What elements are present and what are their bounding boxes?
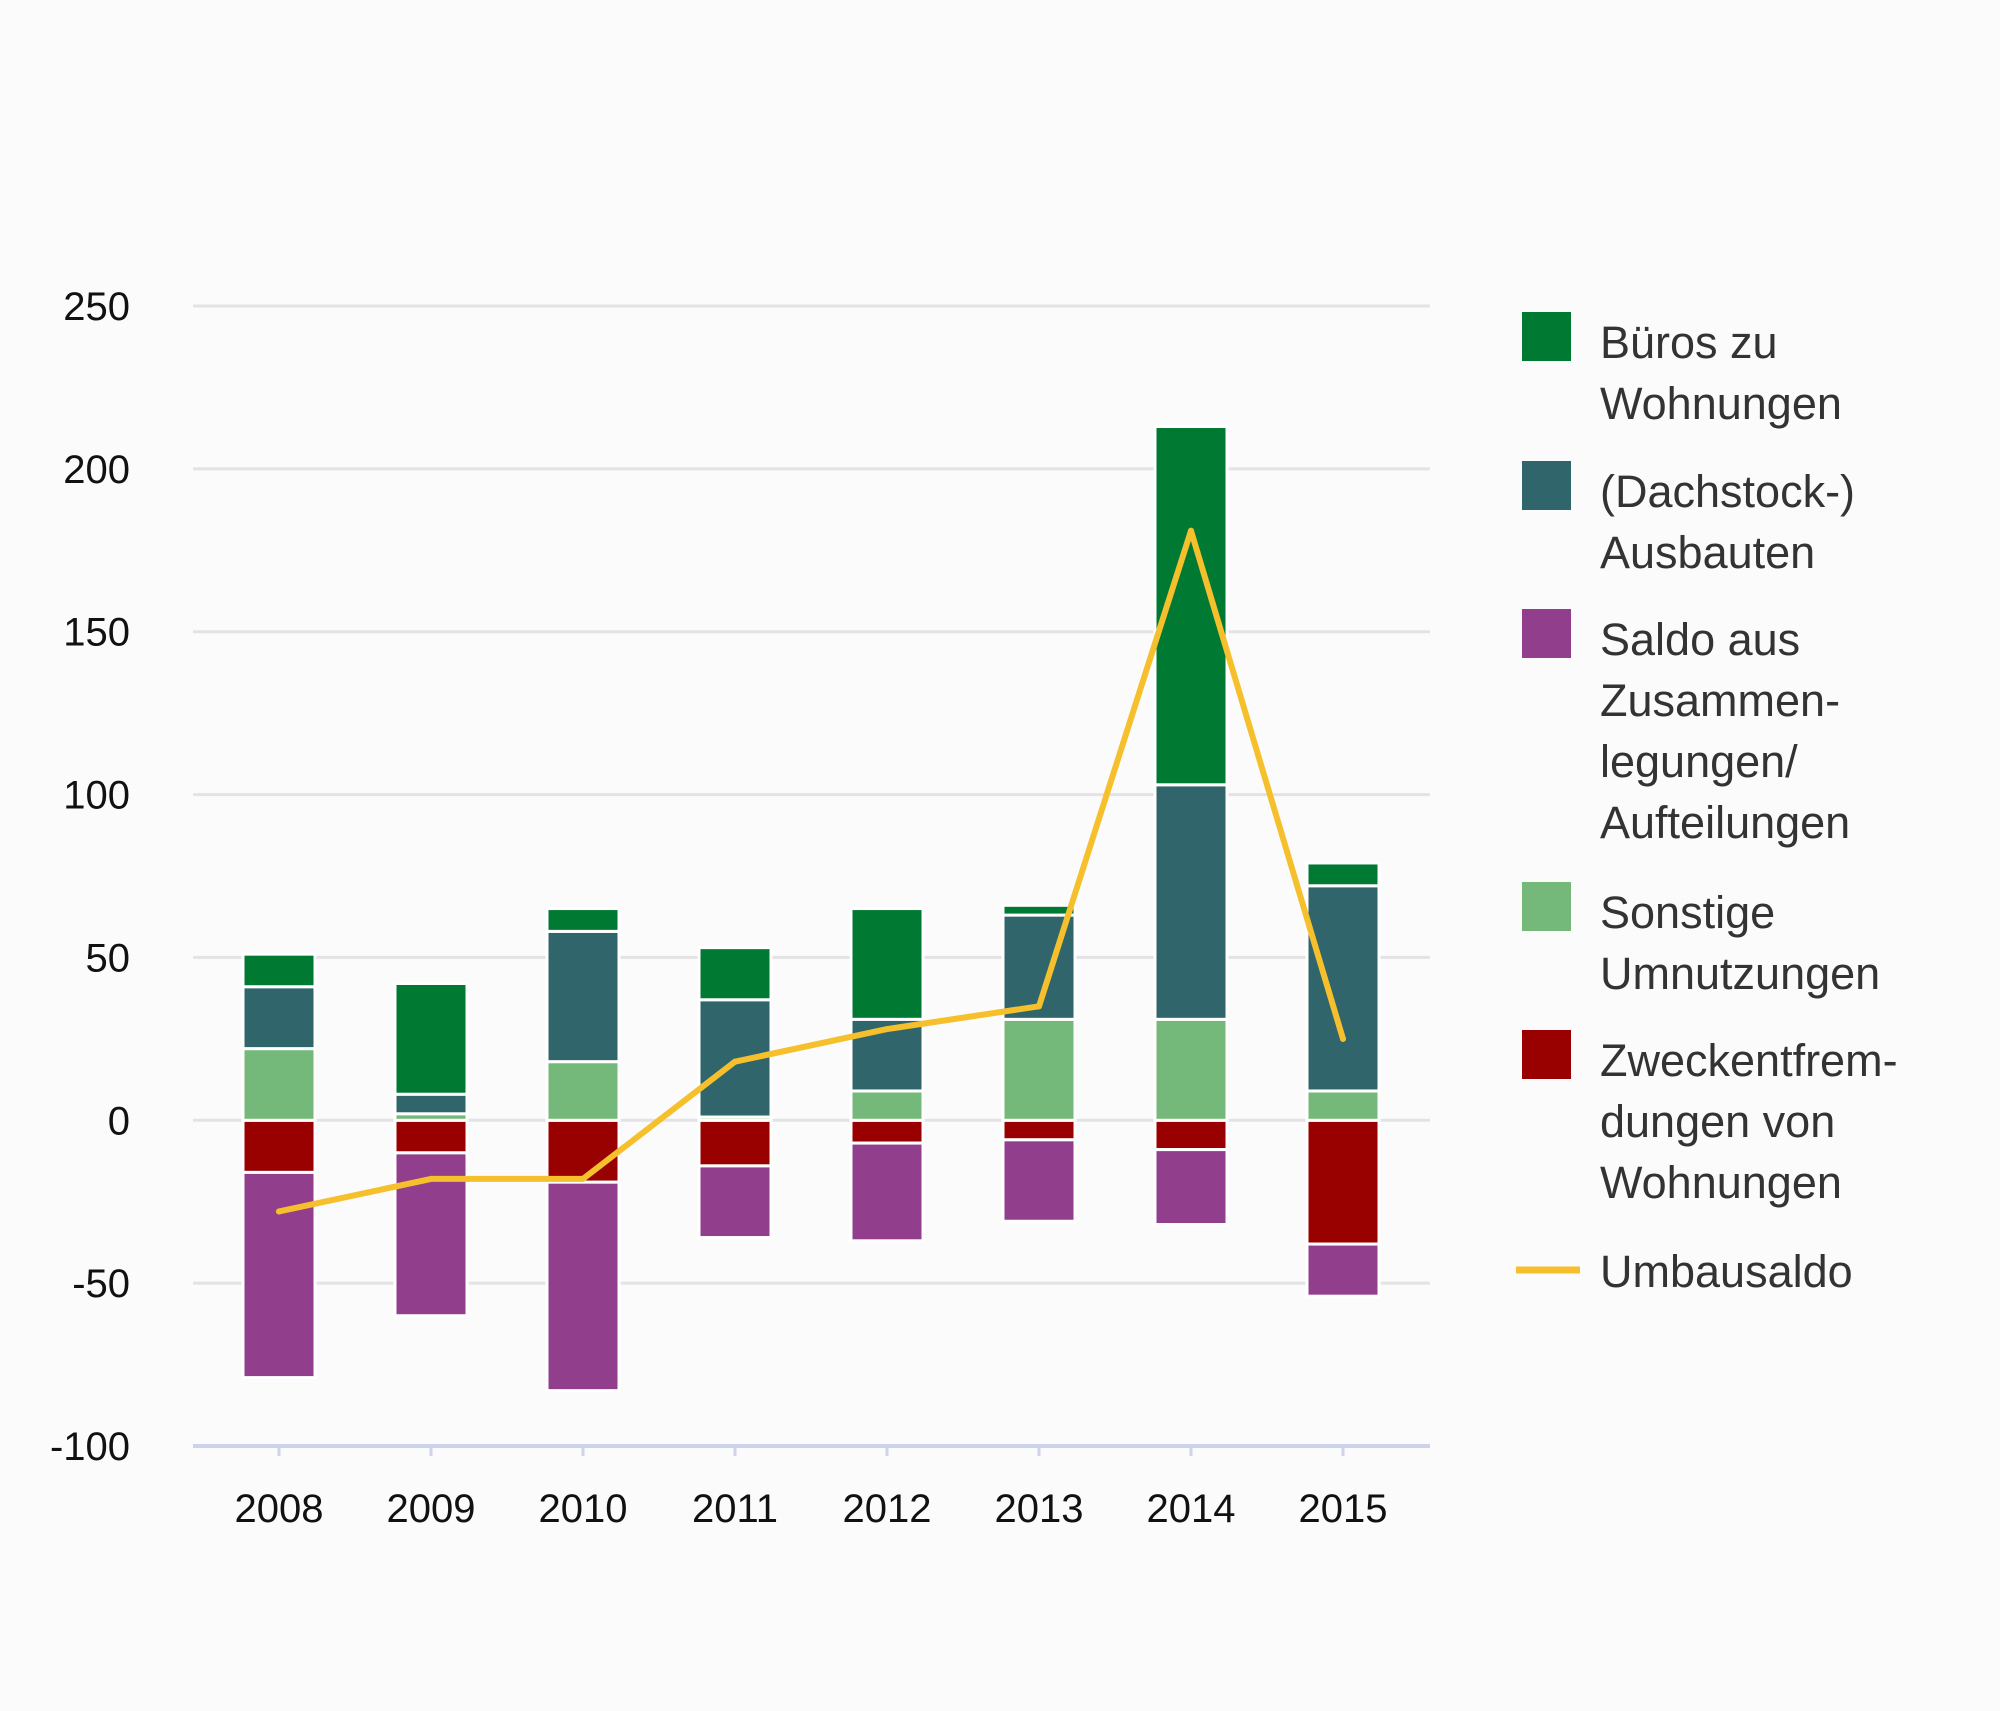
- legend-label: Büros zu: [1600, 317, 1778, 368]
- line-point: [1340, 1035, 1346, 1042]
- bar-segment: [1305, 1118, 1381, 1246]
- x-tick-label: 2014: [1147, 1487, 1236, 1531]
- bar-segment: [1001, 1017, 1077, 1122]
- line-point: [732, 1058, 738, 1065]
- bar-segment: [241, 1118, 317, 1174]
- y-tick-label: 200: [63, 448, 130, 492]
- legend: Büros zu Wohnungen (Dachstock-) Ausbauten Sa…: [1516, 312, 1898, 1297]
- grid: [193, 304, 1430, 1448]
- bar-segment: [545, 1180, 621, 1393]
- x-tick-label: 2015: [1299, 1487, 1388, 1531]
- legend-swatch: [1522, 461, 1571, 510]
- bar-segment: [1305, 1242, 1381, 1298]
- legend-label: Wohnungen: [1600, 378, 1842, 429]
- y-tick-label: 100: [63, 774, 130, 818]
- legend-swatch: [1522, 312, 1571, 361]
- bar-segment: [697, 946, 773, 1002]
- bar-segment: [1305, 884, 1381, 1093]
- y-tick-label: 150: [63, 611, 130, 655]
- bar-segment: [1001, 903, 1077, 917]
- x-tick-label: 2012: [843, 1487, 932, 1531]
- legend-swatch: [1522, 1030, 1571, 1079]
- legend-item-bueros: Büros zu Wohnungen: [1522, 312, 1842, 429]
- bar-segment: [1153, 1017, 1229, 1122]
- line-point: [1036, 1003, 1042, 1010]
- line-point: [580, 1175, 586, 1182]
- x-tick-label: 2013: [995, 1487, 1084, 1531]
- bars: [241, 425, 1381, 1393]
- bar-segment: [1001, 1118, 1077, 1142]
- legend-label: Zweckentfrem-: [1600, 1035, 1898, 1086]
- bar-segment: [545, 929, 621, 1064]
- bar-segment: [1153, 783, 1229, 1021]
- x-tick-label: 2008: [235, 1487, 324, 1531]
- legend-label: Umnutzungen: [1600, 948, 1880, 999]
- legend-label: (Dachstock-): [1600, 466, 1855, 517]
- y-tick-label: -50: [72, 1262, 130, 1306]
- y-tick-label: 50: [86, 936, 131, 980]
- bar-segment: [1001, 1138, 1077, 1223]
- bar-segment: [241, 985, 317, 1051]
- bar-segment: [1305, 861, 1381, 888]
- legend-label: dungen von: [1600, 1096, 1835, 1147]
- line-point: [276, 1208, 282, 1215]
- y-tick-label: -100: [50, 1425, 130, 1469]
- umbausaldo-line: [276, 527, 1346, 1215]
- legend-label: Umbausaldo: [1600, 1246, 1853, 1297]
- legend-item-umbausaldo: Umbausaldo: [1516, 1246, 1853, 1297]
- line-point: [1188, 527, 1194, 534]
- y-tick-label: 0: [108, 1099, 130, 1143]
- bar-segment: [849, 1118, 925, 1145]
- bar-segment: [545, 1060, 621, 1122]
- bar-segment: [849, 1141, 925, 1243]
- bar-segment: [849, 1089, 925, 1122]
- line-point: [428, 1175, 434, 1182]
- bar-segment: [697, 998, 773, 1119]
- x-axis-ticks: 2008 2009 2010 2011 2012 2013 2014 2015: [235, 1446, 1388, 1531]
- bar-segment: [849, 907, 925, 1021]
- bar-segment: [393, 1092, 469, 1116]
- bar-segment: [241, 952, 317, 989]
- legend-label: Sonstige: [1600, 887, 1775, 938]
- bar-segment: [545, 907, 621, 933]
- legend-label: Zusammen-: [1600, 675, 1840, 726]
- legend-item-saldo: Saldo aus Zusammen-legungen/Aufteilungen: [1522, 609, 1850, 848]
- x-tick-label: 2011: [692, 1487, 778, 1531]
- x-tick-label: 2009: [387, 1487, 476, 1531]
- series-line: [276, 527, 1346, 1215]
- legend-item-ausbauten: (Dachstock-) Ausbauten: [1522, 461, 1855, 578]
- legend-label: Ausbauten: [1600, 527, 1815, 578]
- bar-segment: [241, 1047, 317, 1122]
- bar-segment: [1305, 1089, 1381, 1122]
- legend-label: legungen/: [1600, 736, 1798, 787]
- x-tick-label: 2010: [539, 1487, 628, 1531]
- y-tick-label: 250: [63, 285, 130, 329]
- bar-segment: [1153, 1118, 1229, 1152]
- bar-segment: [697, 1164, 773, 1240]
- legend-swatch: [1522, 609, 1571, 658]
- bar-segment: [1153, 1148, 1229, 1227]
- legend-item-zweckentfremdungen: Zweckentfrem-dungen von Wohnungen: [1522, 1030, 1898, 1208]
- line-point: [884, 1026, 890, 1033]
- legend-label: Aufteilungen: [1600, 797, 1850, 848]
- legend-label: Saldo aus: [1600, 614, 1800, 665]
- bar-segment: [393, 981, 469, 1096]
- legend-item-sonstige: Sonstige Umnutzungen: [1522, 882, 1880, 999]
- bar-segment: [393, 1118, 469, 1155]
- legend-label: Wohnungen: [1600, 1157, 1842, 1208]
- legend-swatch: [1522, 882, 1571, 931]
- bar-segment: [697, 1118, 773, 1168]
- bar-segment: [545, 1118, 621, 1184]
- y-axis-ticks: 250 200 150 100 50 0 -50 -100: [50, 285, 130, 1469]
